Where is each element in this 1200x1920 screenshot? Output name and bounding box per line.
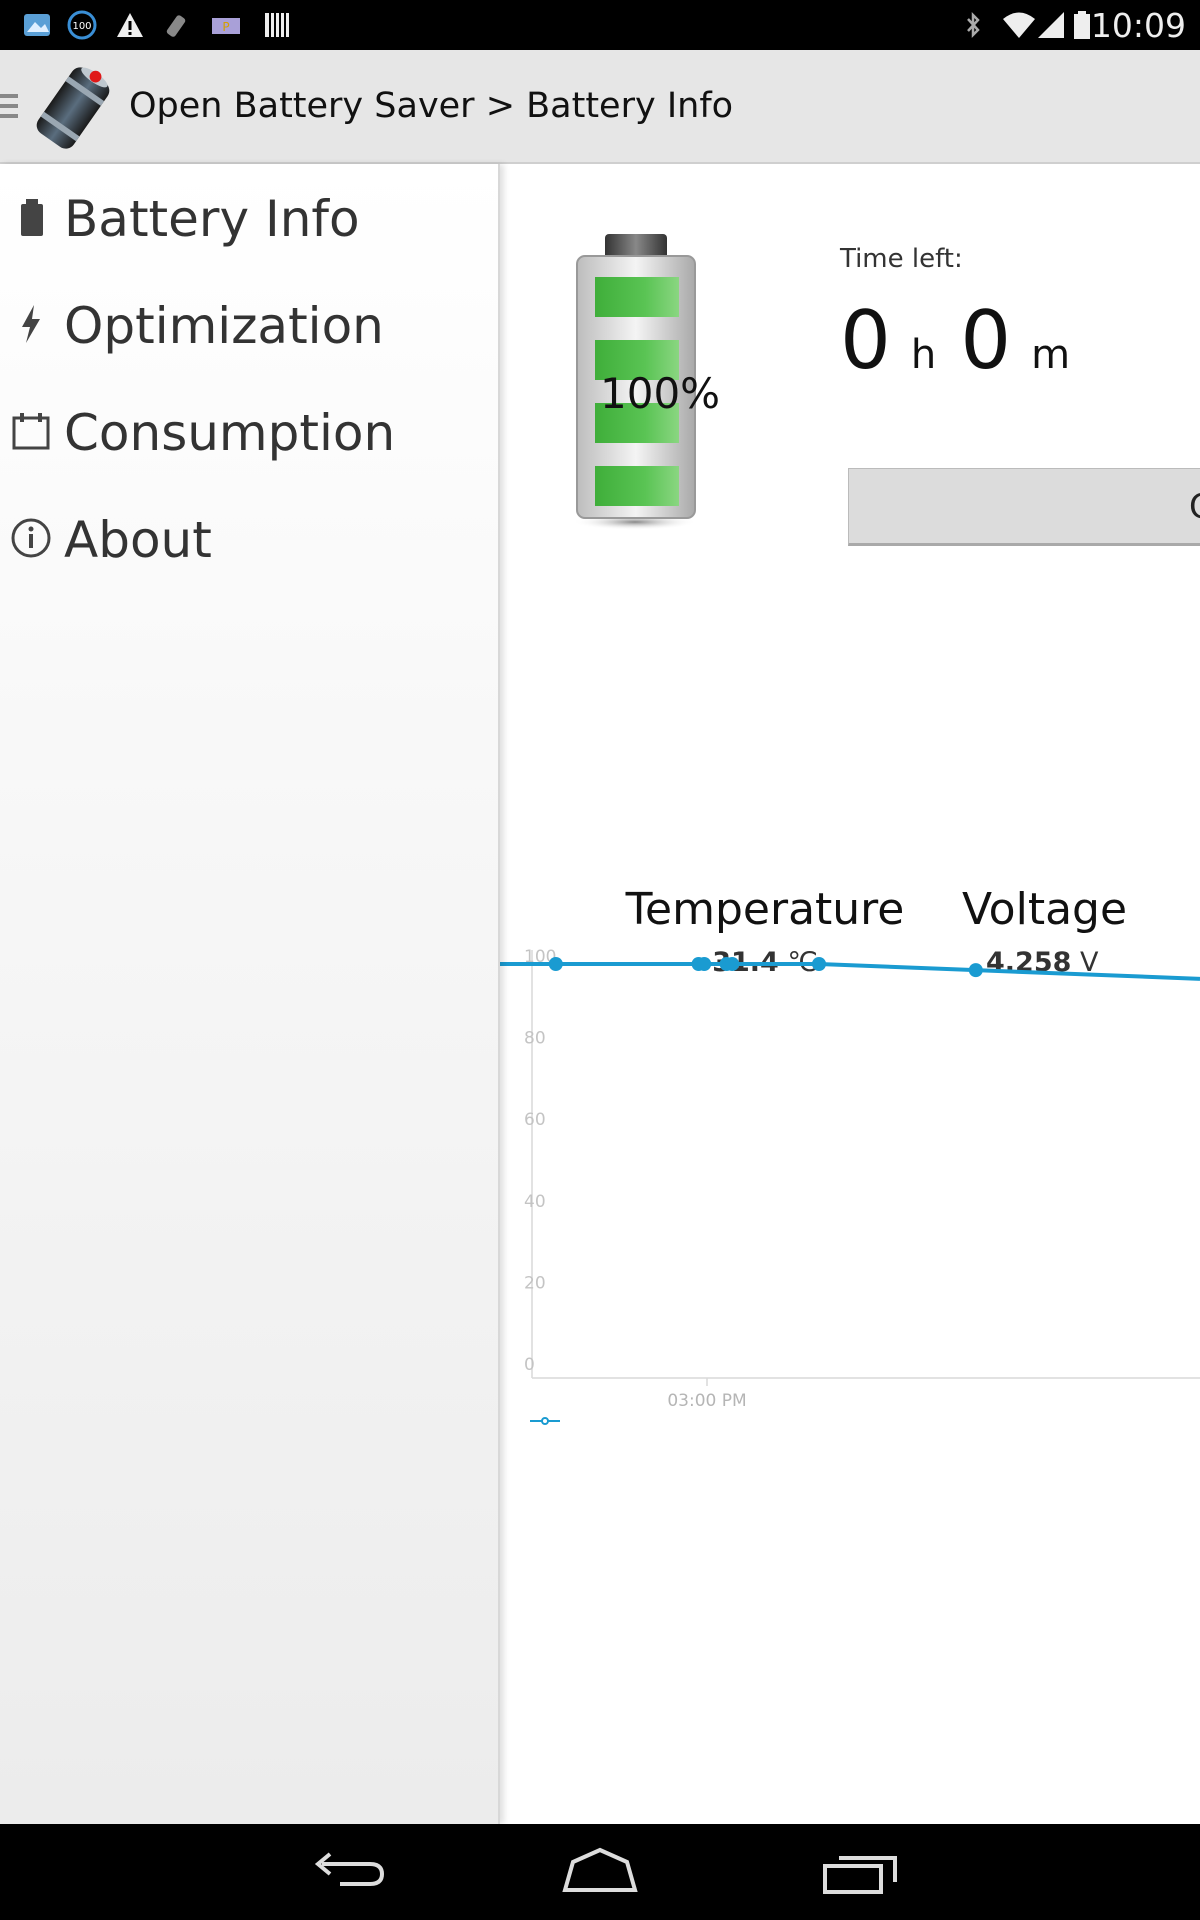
series-line [500,962,1200,981]
clock: 10:09 [1090,6,1186,45]
voltage-stat: Voltage 4.258 V [962,884,1200,978]
back-icon[interactable] [300,1842,390,1902]
battery-icon [21,199,43,236]
battery-percent: 100% [600,369,721,418]
battery-cell [595,403,679,443]
battery-100-icon: 100 [67,10,97,40]
battery-cell [595,340,679,380]
navigation-bar [0,1824,1200,1920]
time-left-label: Time left: [840,244,963,274]
drawer-item-label: Consumption [64,404,396,462]
drawer-item-label: Optimization [64,297,384,355]
bluetooth-icon [967,11,980,39]
voltage-label: Voltage [962,884,1128,935]
drawer-item-label: About [64,511,212,569]
home-icon[interactable] [555,1842,645,1902]
calendar-icon [12,413,50,450]
data-point [697,957,712,971]
barcode-icon [265,13,289,37]
battery-icon [1074,11,1090,39]
drawer-item-label: Battery Info [64,190,360,248]
data-point [968,963,983,978]
warning-icon [117,13,143,37]
minutes-unit: m [1031,332,1071,378]
drawer-item-optimization[interactable]: Optimization [0,273,498,373]
data-point [725,957,740,971]
photo-icon [24,14,50,36]
drawer-indicator-icon[interactable] [0,90,20,122]
drawer-item-about[interactable]: About [0,487,498,587]
x-tick-label: 03:00 PM [667,1391,746,1411]
battery-action-button[interactable]: C [848,468,1200,546]
y-tick-label: 60 [524,1110,546,1130]
battery-action-button-label: C [1189,487,1200,527]
battery-level-graphic [573,234,697,530]
battery-cell [595,277,679,317]
hours-value: 0 [840,294,891,387]
minutes-value: 0 [960,294,1012,387]
lightning-icon [22,305,40,343]
y-tick-label: 80 [524,1029,546,1049]
svg-text:100: 100 [72,21,91,32]
y-tick-label: 0 [524,1355,535,1375]
data-point [812,957,826,971]
temperature-label: Temperature [625,884,905,935]
parking-icon: P [212,18,240,34]
info-icon [11,518,51,558]
app-title: Open Battery Saver > Battery Info [129,86,734,126]
flashlight-icon [166,15,186,37]
svg-text:P: P [222,20,229,34]
voltage-unit: V [1080,947,1099,978]
y-tick-label: 20 [524,1273,546,1293]
recent-apps-icon[interactable] [815,1842,905,1902]
drawer-item-battery-info[interactable]: Battery Info [0,166,498,266]
drawer-item-consumption[interactable]: Consumption [0,380,498,480]
status-bar: 100 P 10:09 [0,0,1200,50]
data-point [548,957,563,971]
navigation-drawer: Battery Info Optimization Consumption Ab… [0,164,500,1824]
signal-icon [1038,12,1064,38]
hours-unit: h [910,332,937,378]
battery-cell [595,466,679,506]
app-logo-icon[interactable] [24,58,122,158]
legend-marker [541,1417,549,1425]
y-tick-label: 40 [524,1192,546,1212]
wifi-icon [1003,12,1035,38]
action-bar: Open Battery Saver > Battery Info [0,50,1200,164]
